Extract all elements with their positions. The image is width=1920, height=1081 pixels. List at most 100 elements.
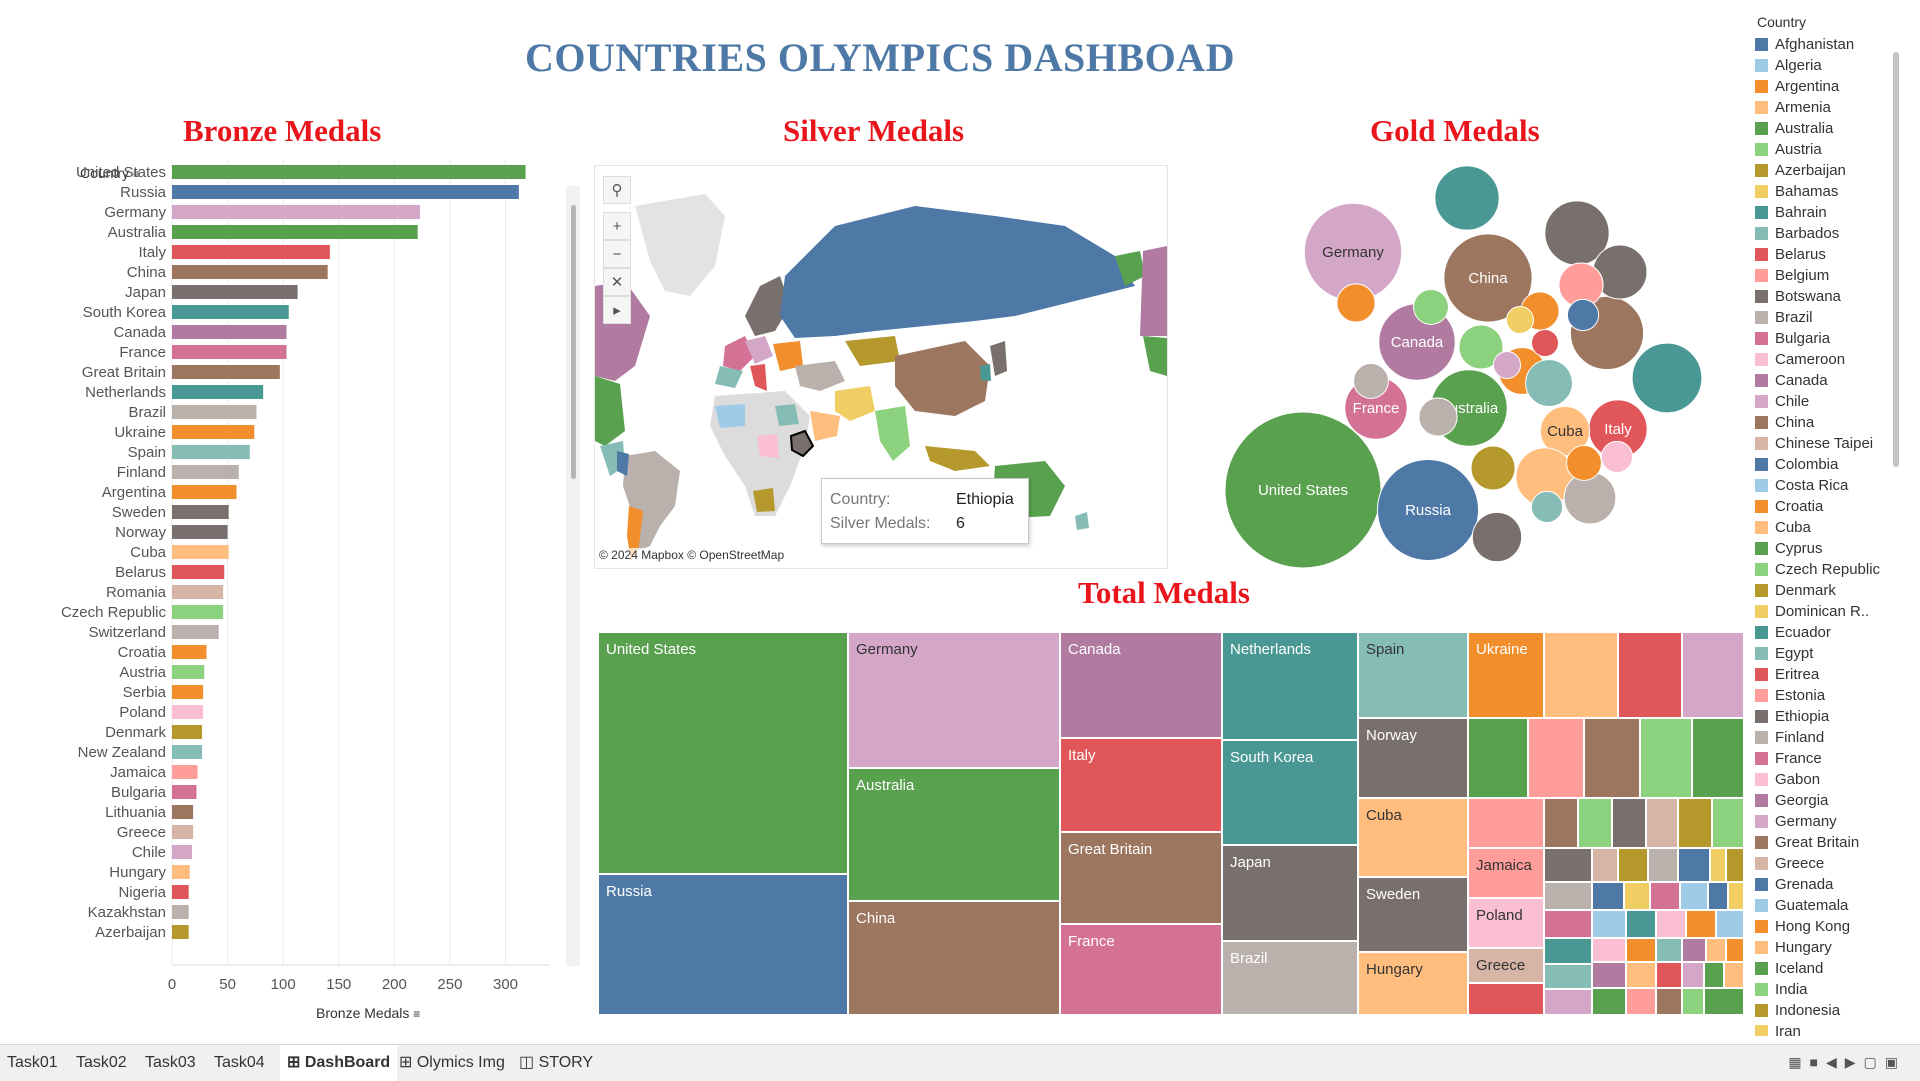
legend-item[interactable]: Brazil [1755,307,1885,328]
treemap-cell[interactable]: Russia [598,874,848,1015]
play-icon[interactable]: ▸ [603,296,631,324]
country-india[interactable] [875,406,910,461]
bar[interactable] [172,885,189,899]
bar[interactable] [172,665,205,679]
bar[interactable] [172,685,204,699]
country-turkey[interactable] [795,361,845,391]
treemap-cell-small[interactable] [1618,848,1648,882]
legend-item[interactable]: Guatemala [1755,895,1885,916]
country-spain[interactable] [715,366,743,388]
bar[interactable] [172,485,237,499]
country-germany[interactable] [745,336,773,364]
bubble[interactable] [1413,289,1449,325]
country-italy[interactable] [750,364,767,391]
bar[interactable] [172,505,229,519]
treemap-cell[interactable]: Italy [1060,738,1222,832]
treemap-cell-small[interactable] [1726,848,1744,882]
bar[interactable] [172,385,264,399]
bar[interactable] [172,825,194,839]
bar[interactable] [172,225,418,239]
treemap-cell-small[interactable] [1656,938,1682,962]
bar[interactable] [172,265,328,279]
treemap-cell[interactable]: Sweden [1358,877,1468,952]
bar[interactable] [172,845,193,859]
treemap-cell[interactable]: Cuba [1358,798,1468,877]
bar-category-label[interactable]: Ukraine [114,424,166,441]
bar[interactable] [172,605,224,619]
legend-item[interactable]: Ethiopia [1755,706,1885,727]
treemap-cell[interactable]: Netherlands [1222,632,1358,740]
country-united-states[interactable] [595,376,625,446]
treemap-cell[interactable]: China [848,901,1060,1015]
legend-item[interactable]: China [1755,412,1885,433]
treemap-cell-small[interactable] [1656,962,1682,988]
legend-item[interactable]: France [1755,748,1885,769]
legend-item[interactable]: Colombia [1755,454,1885,475]
bar[interactable] [172,325,287,339]
bar-category-label[interactable]: Cuba [130,544,167,561]
legend-item[interactable]: Armenia [1755,97,1885,118]
legend-item[interactable]: Belarus [1755,244,1885,265]
legend-item[interactable]: Hungary [1755,937,1885,958]
treemap-cell-small[interactable] [1656,988,1682,1015]
bubble[interactable] [1353,363,1389,399]
country-nigeria-region[interactable] [757,434,779,458]
treemap-cell-small[interactable] [1468,718,1528,798]
treemap-cell-small[interactable] [1640,718,1692,798]
bar[interactable] [172,865,190,879]
treemap-cell-small[interactable] [1704,962,1724,988]
treemap-cell[interactable]: South Korea [1222,740,1358,845]
treemap-cell-small[interactable] [1544,989,1592,1015]
bar-category-label[interactable]: Greece [117,824,166,841]
treemap-cell-small[interactable] [1680,882,1708,910]
country-russia[interactable] [780,206,1135,338]
bar[interactable] [172,305,289,319]
treemap-cell-small[interactable] [1584,718,1640,798]
treemap-cell-small[interactable] [1626,988,1656,1015]
legend-item[interactable]: Barbados [1755,223,1885,244]
bar-scroll-thumb[interactable] [571,205,576,479]
bar[interactable] [172,805,194,819]
legend-item[interactable]: Belgium [1755,265,1885,286]
treemap-cell-small[interactable] [1692,718,1744,798]
treemap-cell-small[interactable] [1704,988,1744,1015]
tab-task04[interactable]: Task04 [214,1054,265,1071]
bar[interactable] [172,465,239,479]
legend-item[interactable]: Bahrain [1755,202,1885,223]
bar[interactable] [172,285,298,299]
bar-category-label[interactable]: Germany [104,204,166,221]
bar[interactable] [172,425,255,439]
search-icon[interactable]: ⚲ [603,176,631,204]
bar[interactable] [172,585,224,599]
tab-navigation-controls[interactable]: ▦■◀▶▢▣ [1788,1054,1906,1070]
treemap-cell[interactable]: Hungary [1358,952,1468,1015]
bar-category-label[interactable]: Croatia [118,644,167,661]
bar-category-label[interactable]: Poland [119,704,166,721]
legend-item[interactable]: Denmark [1755,580,1885,601]
bar-category-label[interactable]: Nigeria [118,884,166,901]
treemap-cell-small[interactable] [1592,910,1626,938]
tab-task01[interactable]: Task01 [7,1054,58,1071]
treemap-cell[interactable]: Poland [1468,898,1544,948]
bar[interactable] [172,565,225,579]
legend-item[interactable]: Afghanistan [1755,34,1885,55]
treemap-cell-small[interactable] [1682,938,1706,962]
legend-item[interactable]: Iran [1755,1021,1885,1036]
bubble[interactable] [1631,342,1703,414]
bar[interactable] [172,545,229,559]
bubble[interactable] [1443,233,1533,323]
legend-item[interactable]: Cyprus [1755,538,1885,559]
tab-story[interactable]: ◫ STORY [519,1054,594,1071]
treemap-cell-small[interactable] [1612,798,1646,848]
legend-item[interactable]: Great Britain [1755,832,1885,853]
bubble[interactable] [1525,359,1573,407]
bar[interactable] [172,345,287,359]
country-new-zealand[interactable] [1075,512,1089,530]
bubble[interactable] [1418,397,1458,437]
legend-item[interactable]: Azerbaijan [1755,160,1885,181]
bar-category-label[interactable]: Sweden [112,504,166,521]
bar-category-label[interactable]: United States [76,164,166,181]
bar[interactable] [172,925,189,939]
treemap-cell-small[interactable] [1626,938,1656,962]
legend-item[interactable]: Germany [1755,811,1885,832]
